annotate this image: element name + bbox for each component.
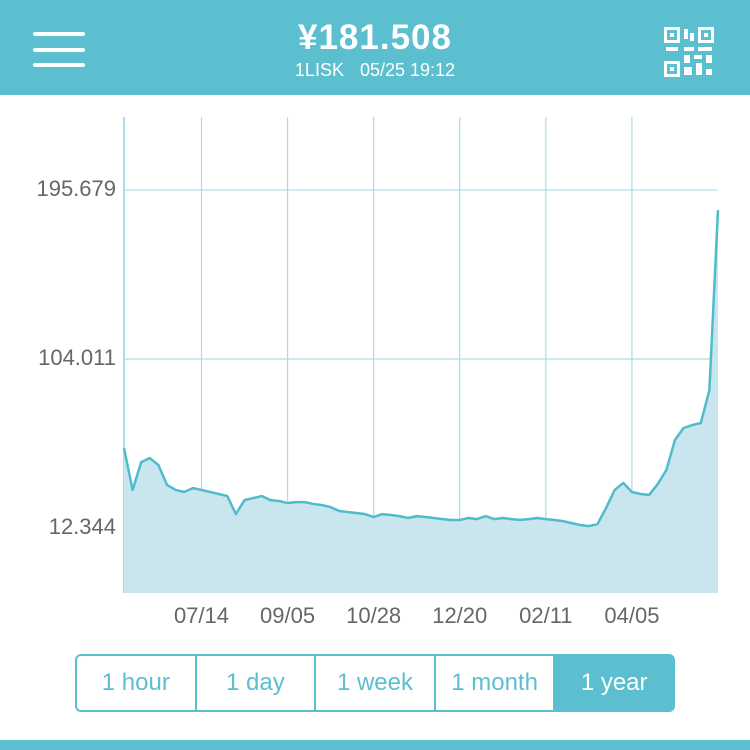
x-tick-label: 12/20 (432, 603, 487, 628)
y-tick-label: 104.011 (38, 345, 116, 370)
chart: 07/14 09/05 10/28 12/20 02/11 04/05 12.344 104.… (36, 117, 720, 628)
footer-bar (0, 740, 750, 750)
line (122, 210, 720, 528)
range-button[interactable]: 1 month (433, 656, 554, 710)
subtitle: 1LISK 05/25 19:12 (0, 60, 750, 81)
y-tick-label: 195.679 (36, 176, 116, 201)
timestamp: 05/25 19:12 (359, 60, 456, 80)
qr-button[interactable] (664, 27, 714, 77)
range-selector: 1 hour 1 day 1 week 1 month 1 year (75, 654, 675, 712)
range-button[interactable]: 1 year (553, 656, 673, 710)
y-tick-label: 12.344 (49, 514, 116, 539)
range-button[interactable]: 1 day (194, 656, 315, 710)
range-button[interactable]: 1 hour (101, 669, 170, 696)
price: ¥181.508 (298, 18, 452, 57)
x-tick-label: 09/05 (260, 603, 315, 628)
x-tick-label: 10/28 (346, 603, 401, 628)
area (124, 210, 718, 593)
header: ¥181.508 1LISK 05/25 19:12 (0, 0, 750, 95)
menu-button[interactable] (33, 32, 85, 68)
x-tick-label: 07/14 (174, 603, 229, 628)
asset: 1LISK (294, 60, 344, 80)
range-button[interactable]: 1 week (314, 656, 434, 710)
x-tick-label: 04/05 (604, 603, 659, 628)
x-tick-label: 02/11 (519, 603, 572, 628)
